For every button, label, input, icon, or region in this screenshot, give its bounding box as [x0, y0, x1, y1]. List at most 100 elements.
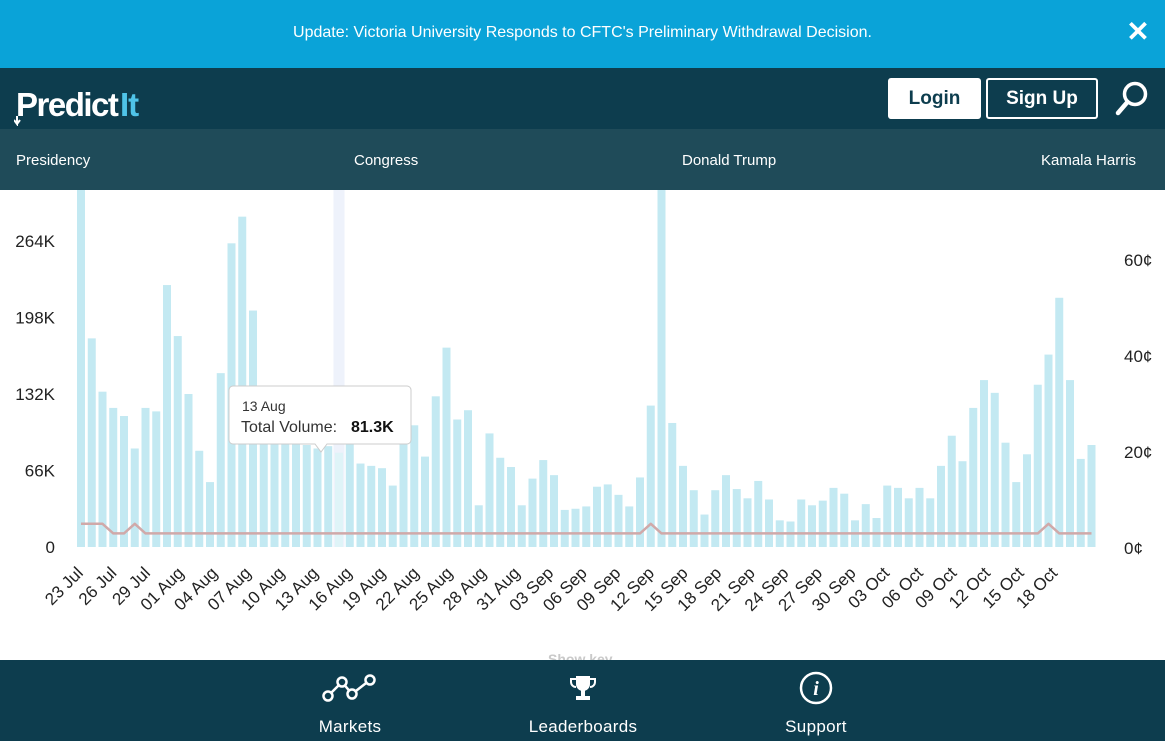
- volume-bar: [410, 425, 419, 547]
- volume-bar: [152, 411, 161, 547]
- volume-bar: [636, 477, 644, 547]
- volume-bars: [77, 190, 1096, 547]
- volume-bar: [141, 407, 150, 547]
- volume-bar: [958, 461, 967, 547]
- volume-bar: [206, 482, 214, 547]
- volume-bar: [603, 484, 612, 547]
- y-right-tick: 40¢: [1124, 347, 1152, 366]
- volume-bar: [216, 373, 225, 547]
- tooltip-box: [228, 385, 412, 453]
- hover-column: [333, 190, 345, 547]
- announcement-banner: Update: Victoria University Responds to …: [0, 0, 1165, 68]
- nav-item-kamala-harris[interactable]: Kamala Harris: [1041, 152, 1137, 169]
- nav-item-congress[interactable]: Congress: [354, 152, 419, 169]
- volume-bar: [550, 475, 558, 547]
- volume-bar: [926, 498, 935, 547]
- volume-bar: [367, 465, 376, 547]
- volume-bar: [797, 499, 806, 547]
- y-left-tick: 66K: [25, 462, 56, 481]
- volume-bar: [421, 456, 429, 547]
- svg-text:i: i: [813, 678, 819, 700]
- volume-bar: [77, 190, 85, 547]
- volume-bar: [442, 347, 451, 547]
- volume-bar: [829, 487, 838, 547]
- volume-bar: [281, 431, 290, 547]
- volume-bar: [109, 407, 118, 547]
- volume-bar: [453, 419, 462, 547]
- volume-bar: [990, 392, 999, 547]
- logo-text-predict: Predict: [16, 86, 119, 123]
- volume-bar: [388, 485, 397, 547]
- volume-bar: [464, 410, 472, 547]
- category-nav: [0, 129, 1165, 190]
- y-right-tick: 20¢: [1124, 443, 1152, 462]
- volume-bar: [743, 498, 752, 547]
- volume-bar: [130, 448, 139, 547]
- volume-bar: [732, 489, 741, 547]
- nav-item-donald-trump[interactable]: Donald Trump: [682, 152, 777, 169]
- volume-bar: [345, 436, 354, 547]
- volume-bar: [431, 396, 440, 547]
- volume-bar: [528, 478, 537, 547]
- price-lines: [81, 522, 1092, 535]
- bottom-nav: [0, 660, 1165, 741]
- volume-bar: [1012, 482, 1021, 547]
- volume-bar: [582, 506, 591, 547]
- volume-bar: [324, 446, 333, 547]
- volume-bar: [302, 445, 311, 547]
- y-axis-left: 264K 198K 132K 66K 0: [15, 232, 55, 557]
- markets-icon: [322, 674, 376, 702]
- volume-bar: [98, 391, 107, 547]
- volume-bar: [808, 505, 816, 547]
- footer-leaderboards[interactable]: Leaderboards: [513, 668, 653, 737]
- info-icon: i: [799, 671, 833, 705]
- volume-bar: [625, 506, 634, 547]
- volume-bar: [915, 487, 924, 547]
- volume-bar: [689, 490, 698, 547]
- y-right-tick: 0¢: [1124, 539, 1143, 558]
- volume-bar: [1076, 458, 1085, 547]
- close-icon[interactable]: ✕: [1126, 16, 1150, 47]
- volume-bar: [517, 505, 526, 547]
- volume-bar: [840, 493, 849, 547]
- volume-bar: [722, 475, 730, 547]
- volume-bar: [1044, 354, 1053, 547]
- logo-text-it: It: [120, 86, 139, 123]
- footer-markets-label: Markets: [318, 717, 382, 736]
- volume-bar: [668, 422, 677, 547]
- footer-support[interactable]: i Support: [746, 668, 886, 737]
- volume-bar: [969, 407, 978, 547]
- tooltip-date: 13 Aug: [242, 398, 286, 414]
- volume-bar: [1087, 445, 1096, 547]
- volume-bar: [937, 465, 945, 547]
- volume-bar: [1055, 297, 1064, 547]
- banner-message[interactable]: Update: Victoria University Responds to …: [293, 24, 872, 41]
- volume-bar: [356, 463, 365, 547]
- volume-bar: [679, 465, 687, 547]
- footer-support-label: Support: [785, 717, 847, 736]
- volume-bar: [614, 494, 623, 547]
- search-icon[interactable]: [1114, 80, 1150, 118]
- nav-item-presidency[interactable]: Presidency: [16, 152, 91, 169]
- volume-bar: [765, 499, 773, 547]
- volume-bar: [474, 505, 483, 547]
- login-button[interactable]: Login: [888, 78, 981, 119]
- y-left-tick: 0: [46, 538, 55, 557]
- volume-bar: [378, 468, 386, 547]
- volume-bar: [399, 442, 408, 547]
- chevron-down-icon: ⌄: [616, 651, 629, 667]
- trophy-icon: [570, 676, 596, 700]
- footer-leaderboards-label: Leaderboards: [528, 717, 638, 736]
- x-tick-label: 23 Jul: [41, 563, 87, 609]
- tooltip-label: Total Volume:: [241, 419, 337, 436]
- signup-button[interactable]: Sign Up: [986, 78, 1098, 119]
- volume-bar: [1033, 384, 1042, 547]
- predictit-logo[interactable]: Predict It: [14, 84, 154, 126]
- volume-bar: [818, 500, 827, 547]
- y-left-tick: 264K: [15, 232, 55, 251]
- volume-bar: [883, 485, 892, 547]
- footer-markets[interactable]: Markets: [280, 668, 420, 737]
- volume-bar: [1023, 454, 1031, 547]
